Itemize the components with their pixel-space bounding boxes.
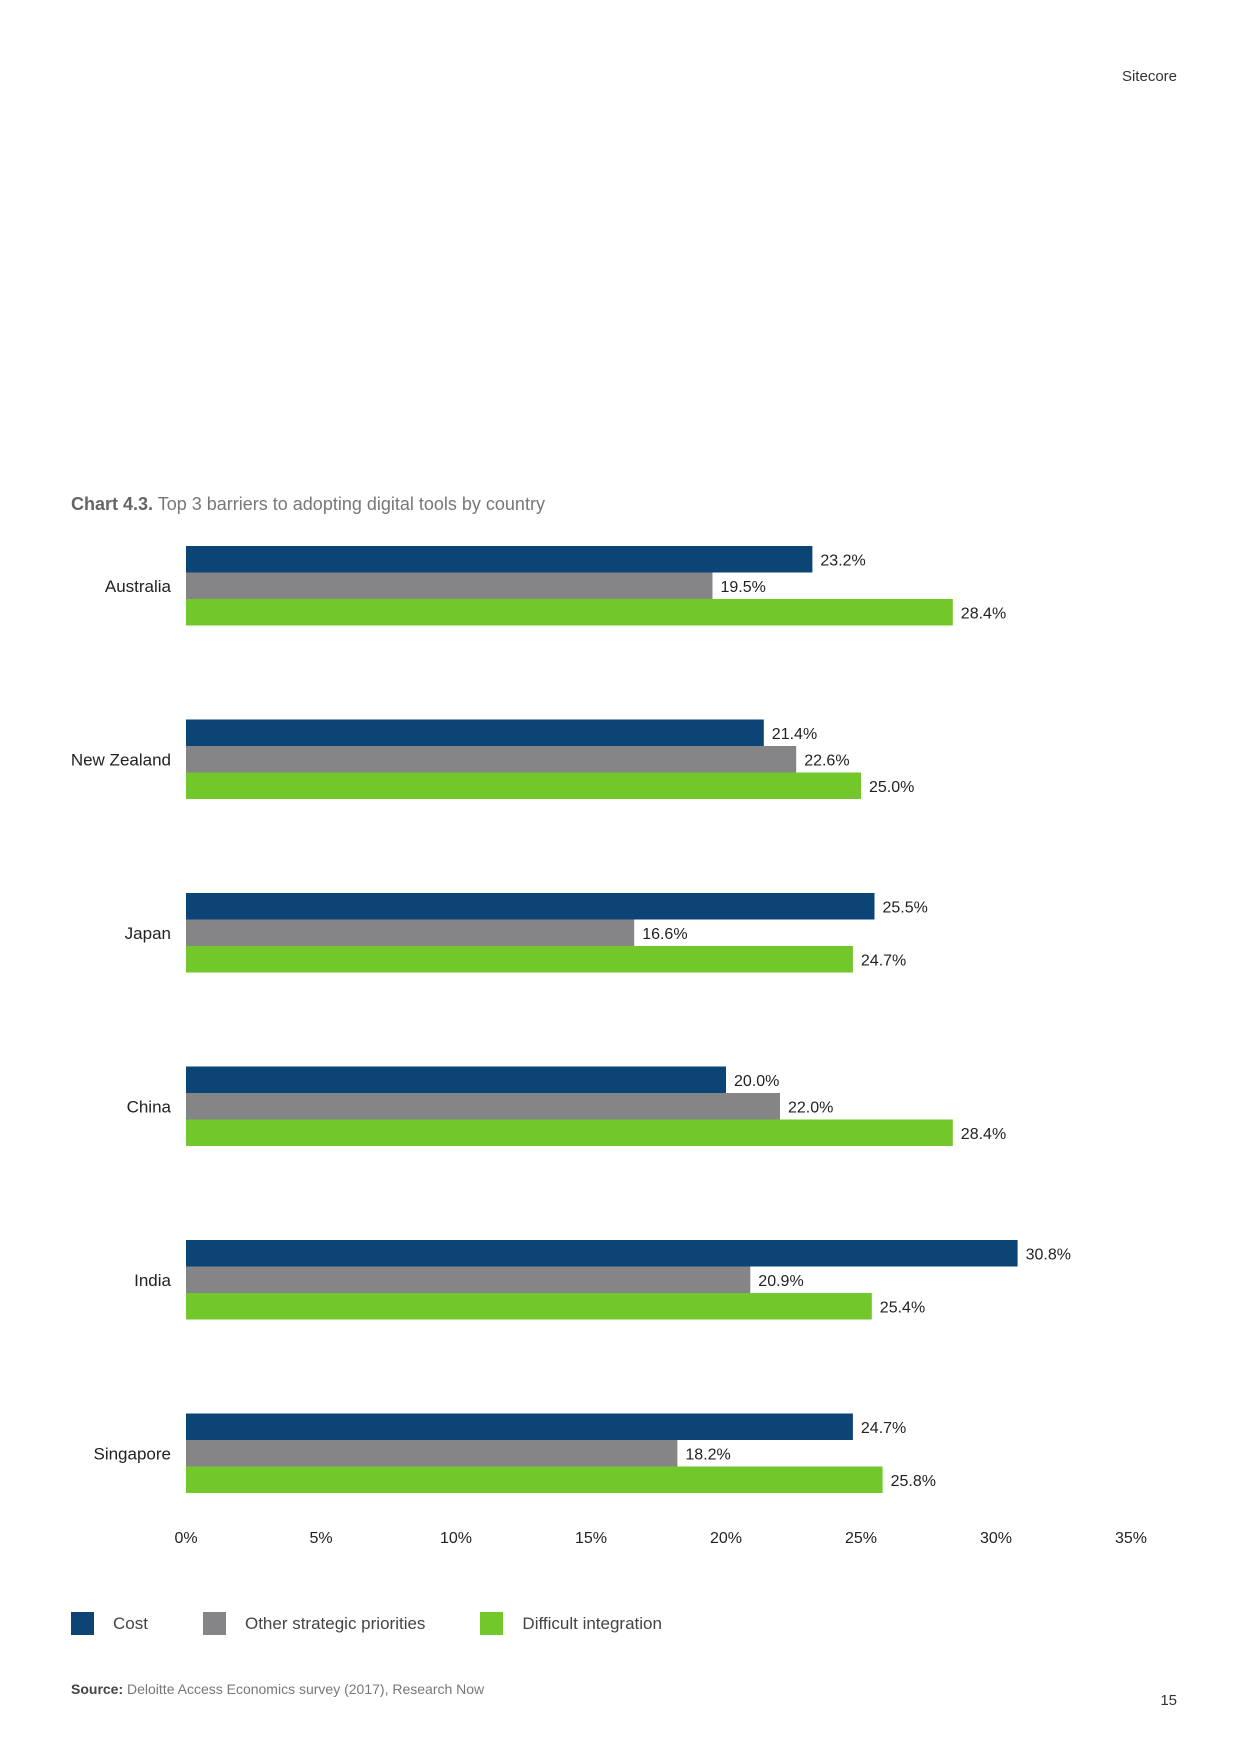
bar-singapore-cost xyxy=(186,1413,853,1440)
data-label-china-other-strategic-priorities: 22.0% xyxy=(788,1099,833,1116)
page-number: 15 xyxy=(1160,1692,1177,1709)
data-label-new-zealand-difficult-integration: 25.0% xyxy=(869,779,914,796)
data-label-china-difficult-integration: 28.4% xyxy=(961,1126,1006,1143)
legend-item-other-strategic-priorities: Other strategic priorities xyxy=(202,1612,426,1635)
x-tick-label-20: 20% xyxy=(710,1530,742,1547)
data-label-new-zealand-cost: 21.4% xyxy=(772,726,817,743)
chart-legend: Cost Other strategic priorities Difficul… xyxy=(71,1612,717,1635)
x-tick-label-30: 30% xyxy=(980,1530,1012,1547)
chart-title-prefix: Chart 4.3. xyxy=(71,494,154,514)
bar-australia-difficult-integration xyxy=(186,599,953,626)
bar-india-other-strategic-priorities xyxy=(186,1266,751,1293)
category-label-japan: Japan xyxy=(125,924,171,943)
source-text: Deloitte Access Economics survey (2017),… xyxy=(127,1681,485,1697)
chart-title: Chart 4.3. Top 3 barriers to adopting di… xyxy=(71,494,545,515)
data-label-singapore-difficult-integration: 25.8% xyxy=(891,1473,936,1490)
bar-singapore-other-strategic-priorities xyxy=(186,1440,678,1467)
legend-label-other-strategic-priorities: Other strategic priorities xyxy=(244,1613,426,1633)
data-label-india-difficult-integration: 25.4% xyxy=(880,1299,925,1316)
x-tick-label-15: 15% xyxy=(575,1530,607,1547)
bar-japan-other-strategic-priorities xyxy=(186,919,635,946)
legend-swatch-difficult-integration xyxy=(480,1612,504,1635)
category-label-singapore: Singapore xyxy=(93,1444,171,1463)
bar-australia-cost xyxy=(186,546,813,573)
bar-china-difficult-integration xyxy=(186,1119,953,1146)
data-label-japan-cost: 25.5% xyxy=(883,899,928,916)
bar-new-zealand-other-strategic-priorities xyxy=(186,746,797,773)
data-label-japan-other-strategic-priorities: 16.6% xyxy=(642,926,687,943)
legend-item-difficult-integration: Difficult integration xyxy=(480,1612,662,1635)
bar-china-other-strategic-priorities xyxy=(186,1093,780,1120)
legend-swatch-cost xyxy=(71,1612,94,1635)
category-label-new-zealand: New Zealand xyxy=(71,750,171,769)
x-tick-label-25: 25% xyxy=(845,1530,877,1547)
data-label-australia-difficult-integration: 28.4% xyxy=(961,605,1006,622)
chart-title-text: Top 3 barriers to adopting digital tools… xyxy=(157,494,545,514)
source-note: Source: Deloitte Access Economics survey… xyxy=(71,1681,484,1697)
legend-label-cost: Cost xyxy=(113,1613,148,1633)
x-tick-label-0: 0% xyxy=(174,1530,197,1547)
x-tick-label-5: 5% xyxy=(309,1530,332,1547)
bar-india-cost xyxy=(186,1240,1018,1267)
data-label-australia-cost: 23.2% xyxy=(820,552,865,569)
category-label-australia: Australia xyxy=(105,577,172,596)
data-label-singapore-other-strategic-priorities: 18.2% xyxy=(685,1446,730,1463)
source-label: Source: xyxy=(71,1681,124,1697)
data-label-india-other-strategic-priorities: 20.9% xyxy=(758,1273,803,1290)
header-brand: Sitecore xyxy=(1121,68,1177,85)
data-label-new-zealand-other-strategic-priorities: 22.6% xyxy=(804,752,849,769)
data-label-australia-other-strategic-priorities: 19.5% xyxy=(721,579,766,596)
data-label-singapore-cost: 24.7% xyxy=(861,1420,906,1437)
legend-label-difficult-integration: Difficult integration xyxy=(522,1613,662,1633)
bar-china-cost xyxy=(186,1066,726,1093)
data-label-india-cost: 30.8% xyxy=(1026,1246,1071,1263)
bar-india-difficult-integration xyxy=(186,1293,872,1320)
data-label-china-cost: 20.0% xyxy=(734,1073,779,1090)
legend-item-cost: Cost xyxy=(71,1612,148,1635)
data-label-japan-difficult-integration: 24.7% xyxy=(861,952,906,969)
legend-swatch-other-strategic-priorities xyxy=(202,1612,226,1635)
bar-singapore-difficult-integration xyxy=(186,1466,883,1493)
category-label-india: India xyxy=(134,1271,171,1290)
bar-new-zealand-cost xyxy=(186,719,764,746)
category-label-china: China xyxy=(127,1097,172,1116)
bar-australia-other-strategic-priorities xyxy=(186,572,713,599)
bar-japan-difficult-integration xyxy=(186,946,853,973)
x-tick-label-35: 35% xyxy=(1115,1530,1147,1547)
bar-japan-cost xyxy=(186,893,875,920)
bar-new-zealand-difficult-integration xyxy=(186,772,861,799)
x-tick-label-10: 10% xyxy=(440,1530,472,1547)
